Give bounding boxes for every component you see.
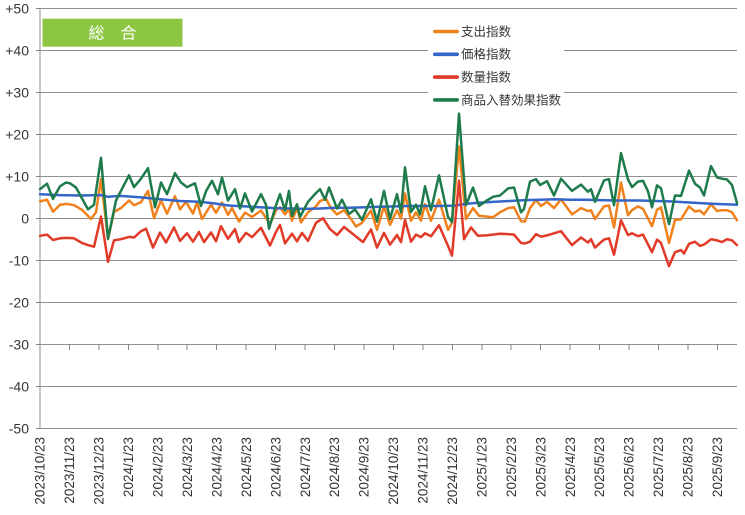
svg-text:2025/6/23: 2025/6/23 <box>622 437 637 497</box>
svg-text:+40: +40 <box>5 43 29 59</box>
svg-text:価格指数: 価格指数 <box>461 47 512 62</box>
svg-text:2024/2/23: 2024/2/23 <box>151 437 166 497</box>
svg-text:2024/8/23: 2024/8/23 <box>327 437 342 497</box>
svg-text:2024/5/23: 2024/5/23 <box>239 437 254 497</box>
svg-text:支出指数: 支出指数 <box>461 24 512 39</box>
svg-text:2024/7/23: 2024/7/23 <box>298 437 313 497</box>
svg-text:2025/8/23: 2025/8/23 <box>681 437 696 497</box>
svg-text:2024/11/23: 2024/11/23 <box>416 437 431 504</box>
svg-text:2024/1/23: 2024/1/23 <box>121 437 136 497</box>
svg-text:2025/3/23: 2025/3/23 <box>533 437 548 497</box>
svg-text:0: 0 <box>21 211 29 227</box>
svg-text:2025/1/23: 2025/1/23 <box>475 437 490 497</box>
svg-text:2024/12/23: 2024/12/23 <box>445 437 460 505</box>
svg-text:-50: -50 <box>9 421 29 437</box>
svg-text:2023/11/23: 2023/11/23 <box>62 437 77 504</box>
svg-text:+10: +10 <box>5 169 29 185</box>
svg-text:2023/12/23: 2023/12/23 <box>92 437 107 505</box>
svg-text:2025/9/23: 2025/9/23 <box>710 437 725 497</box>
svg-text:2024/6/23: 2024/6/23 <box>268 437 283 497</box>
svg-text:2025/2/23: 2025/2/23 <box>504 437 519 497</box>
svg-text:2024/9/23: 2024/9/23 <box>357 437 372 497</box>
svg-text:-30: -30 <box>9 337 29 353</box>
svg-text:2025/4/23: 2025/4/23 <box>563 437 578 497</box>
svg-text:2025/5/23: 2025/5/23 <box>592 437 607 497</box>
svg-text:商品入替効果指数: 商品入替効果指数 <box>461 92 562 107</box>
svg-text:+20: +20 <box>5 127 29 143</box>
svg-text:-40: -40 <box>9 379 29 395</box>
svg-text:数量指数: 数量指数 <box>461 69 512 84</box>
svg-text:+50: +50 <box>5 1 29 17</box>
svg-text:2023/10/23: 2023/10/23 <box>33 437 48 505</box>
svg-text:2024/4/23: 2024/4/23 <box>209 437 224 497</box>
svg-text:2024/3/23: 2024/3/23 <box>180 437 195 497</box>
svg-text:2024/10/23: 2024/10/23 <box>386 437 401 505</box>
svg-text:+30: +30 <box>5 85 29 101</box>
svg-text:-20: -20 <box>9 295 29 311</box>
svg-text:2025/7/23: 2025/7/23 <box>651 437 666 497</box>
svg-text:-10: -10 <box>9 253 29 269</box>
svg-text:総 合: 総 合 <box>88 24 136 42</box>
